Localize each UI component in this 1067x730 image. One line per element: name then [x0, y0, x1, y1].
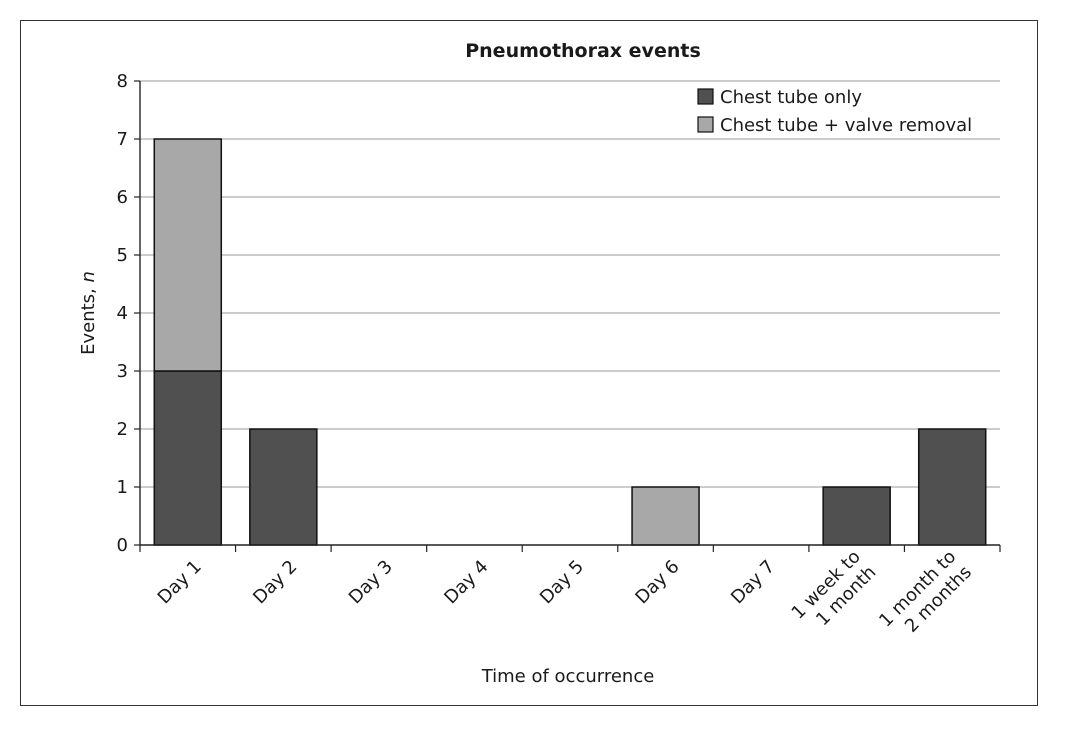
x-tick-label: Day 3 [345, 556, 397, 608]
y-axis-label-main: Events, [78, 283, 99, 355]
bar-segment [822, 486, 891, 546]
x-tick-label: Day 6 [631, 556, 683, 608]
x-tick-label: Day 1 [154, 556, 206, 608]
bar-segment [249, 428, 318, 546]
y-tick-label: 0 [117, 535, 128, 556]
y-tick-label: 3 [117, 361, 128, 382]
x-axis-label: Time of occurrence [481, 666, 655, 687]
bar-segment [917, 428, 987, 546]
legend-label: Chest tube + valve removal [720, 115, 972, 136]
legend: Chest tube only Chest tube + valve remova… [697, 87, 972, 136]
x-tick-label: Day 4 [440, 556, 492, 608]
gridlines [140, 80, 1000, 488]
legend-label: Chest tube only [720, 87, 862, 108]
y-tick-label: 6 [117, 187, 128, 208]
x-tick-label-line: Day 6 [631, 556, 683, 608]
bar-segment [153, 138, 223, 372]
axes [134, 80, 1001, 552]
y-tick-label: 5 [117, 245, 128, 266]
y-tick-labels: 0 1 2 3 4 5 6 7 8 [117, 71, 128, 556]
x-tick-label: Day 7 [727, 556, 779, 608]
x-tick-label: 1 month to2 months [875, 546, 976, 647]
x-tick-label-line: Day 3 [345, 556, 397, 608]
legend-swatch [697, 116, 714, 133]
bar-segment [153, 370, 223, 546]
chart-title: Pneumothorax events [465, 40, 701, 62]
x-tick-label: Day 2 [249, 556, 301, 608]
x-tick-label: Day 5 [536, 556, 588, 608]
bars [153, 138, 987, 546]
x-tick-label: 1 week to1 month [788, 546, 881, 639]
bar-segment [631, 486, 700, 546]
x-tick-label-line: Day 2 [249, 556, 301, 608]
y-tick-label: 2 [117, 419, 128, 440]
y-tick-label: 1 [117, 477, 128, 498]
x-tick-label-line: Day 4 [440, 556, 492, 608]
x-tick-label-line: Day 5 [536, 556, 588, 608]
y-axis-label: Events, n [78, 271, 99, 355]
y-tick-label: 7 [117, 129, 128, 150]
y-axis-label-italic: n [78, 271, 99, 282]
legend-swatch [697, 88, 714, 105]
y-tick-label: 4 [117, 303, 128, 324]
y-tick-label: 8 [117, 71, 128, 92]
x-tick-label-line: Day 1 [154, 556, 206, 608]
x-tick-label-line: Day 7 [727, 556, 779, 608]
